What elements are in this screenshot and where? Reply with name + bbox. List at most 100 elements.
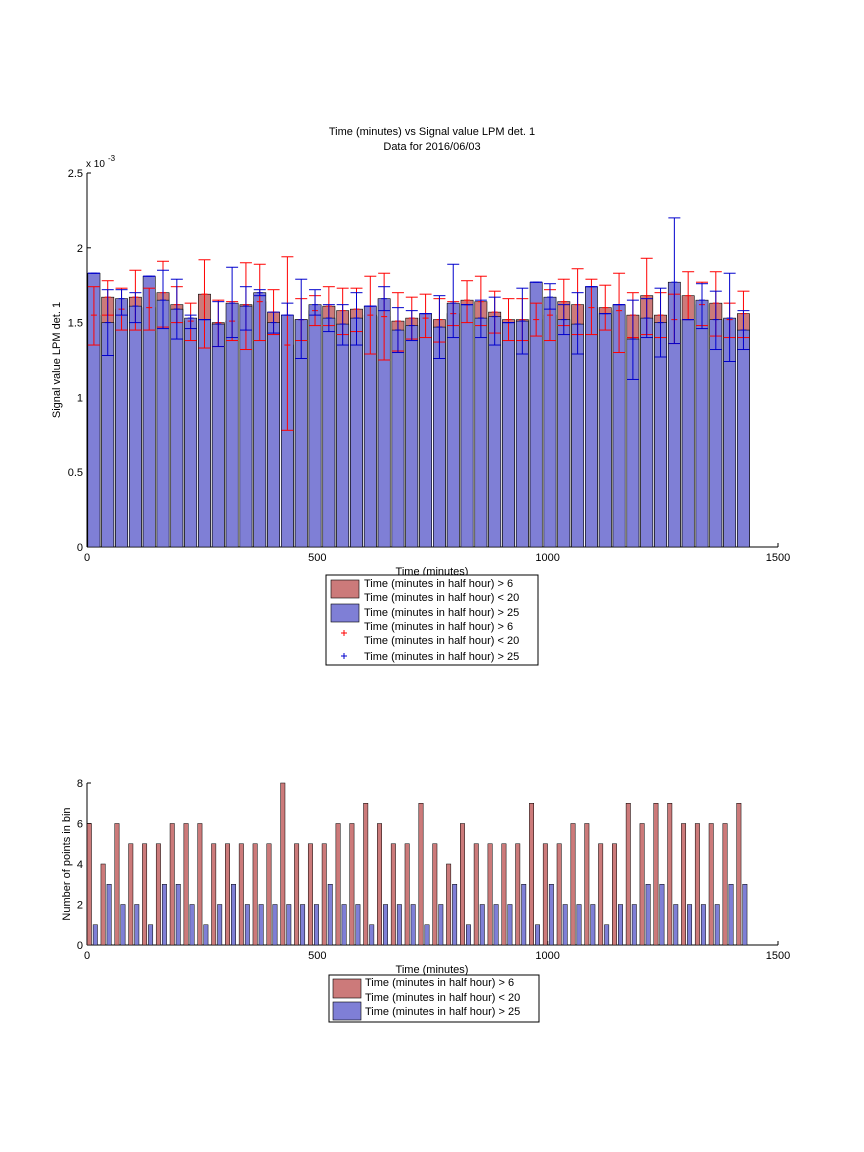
x-tick-label: 500 [308, 950, 326, 962]
y-tick-label: 6 [77, 819, 83, 831]
y-tick-label: 0 [77, 940, 83, 952]
count-bar-red [418, 803, 424, 946]
chart1-title: Time (minutes) vs Signal value LPM det. … [329, 126, 535, 138]
legend1-red-swatch [330, 579, 360, 599]
count-bar-blue [687, 904, 693, 946]
count-bar-blue [742, 884, 748, 946]
chart2-y-axis-label: Number of points in bin [61, 807, 73, 920]
legend2-red-line1: Time (minutes in half hour) > 6 [365, 977, 514, 989]
chart2-x-axis-label: Time (minutes) [396, 964, 469, 976]
bar-blue [198, 319, 211, 548]
legend1-blue-swatch [330, 603, 360, 623]
count-bar-blue [466, 924, 471, 946]
count-bar-blue [438, 904, 444, 946]
count-bar-blue [452, 884, 458, 946]
count-bar-blue [92, 924, 98, 946]
count-bar-blue [521, 884, 527, 946]
count-bar-red [612, 843, 617, 946]
count-bar-blue [148, 924, 154, 946]
bar-blue [737, 329, 750, 548]
count-bar-red [653, 803, 659, 946]
count-bar-red [349, 823, 355, 946]
count-bar-blue [576, 904, 582, 946]
count-bar-red [446, 863, 452, 946]
count-bar-red [708, 823, 714, 946]
bar-blue [336, 323, 350, 548]
count-bar-blue [673, 904, 679, 946]
count-bar-blue [134, 904, 140, 946]
bar-blue [115, 298, 128, 548]
count-bar-blue [396, 904, 402, 946]
bar-blue [308, 304, 322, 548]
count-bar-blue [507, 904, 513, 946]
count-bar-blue [327, 884, 333, 946]
bar-blue [557, 319, 571, 548]
x-tick-label: 0 [84, 950, 90, 962]
count-bar-blue [106, 884, 112, 946]
bar-blue [419, 313, 433, 548]
y-tick-label: 0.5 [68, 467, 83, 479]
count-bar-red [722, 823, 728, 946]
count-bar-blue [548, 884, 554, 946]
count-bar-red [501, 843, 507, 946]
count-bar-red [183, 823, 189, 946]
count-bar-red [736, 803, 742, 946]
count-bar-red [197, 823, 203, 946]
count-bar-blue [659, 884, 665, 946]
bar-blue [446, 302, 460, 548]
count-bar-blue [493, 904, 499, 946]
count-bar-red [473, 843, 479, 946]
count-bar-blue [120, 904, 126, 946]
count-bar-red [280, 782, 286, 946]
count-bar-blue [161, 884, 167, 946]
bar-blue [128, 305, 142, 548]
legend2-blue-line1: Time (minutes in half hour) > 25 [365, 1006, 520, 1018]
count-bar-blue [355, 904, 361, 946]
legend1-red-line2: Time (minutes in half hour) < 20 [364, 592, 519, 604]
count-bar-blue [231, 884, 236, 946]
count-bar-red [238, 843, 244, 946]
bar-blue [502, 322, 515, 548]
count-bar-blue [244, 904, 250, 946]
count-bar-red [211, 843, 217, 946]
count-bar-red [266, 843, 272, 946]
count-bar-blue [203, 924, 209, 946]
legend2-red-swatch [332, 978, 362, 999]
count-bar-red [529, 803, 534, 946]
y-tick-label: 4 [77, 859, 83, 871]
count-bar-red [681, 823, 687, 946]
count-bar-red [460, 823, 465, 946]
count-bar-blue [618, 904, 623, 946]
count-bar-blue [286, 904, 292, 946]
bar-blue [488, 316, 502, 548]
count-bar-red [667, 803, 673, 946]
y-tick-label: 8 [77, 778, 83, 790]
count-bar-red [639, 823, 645, 946]
legend1-blue-err-line1: Time (minutes in half hour) > 25 [364, 651, 519, 663]
legend1-blue-plus-marker [341, 653, 347, 659]
count-bar-red [542, 843, 548, 946]
bar-blue [267, 322, 280, 548]
count-bar-red [335, 823, 341, 946]
legend2-red-line2: Time (minutes in half hour) < 20 [365, 992, 520, 1004]
count-bar-blue [217, 904, 223, 946]
count-bar-blue [300, 904, 306, 946]
bar-blue [681, 319, 695, 548]
chart1-legend: Time (minutes in half hour) > 6 Time (mi… [325, 574, 539, 666]
count-bar-red [155, 843, 161, 946]
legend1-box [325, 574, 539, 666]
count-bar-blue [258, 904, 264, 946]
bar-blue [170, 308, 184, 548]
count-bar-blue [631, 904, 637, 946]
count-bar-red [570, 823, 576, 946]
count-bar-red [694, 823, 700, 946]
x-tick-label: 1000 [535, 950, 559, 962]
legend1-red-err-line2: Time (minutes in half hour) < 20 [364, 635, 519, 647]
x-tick-label: 0 [84, 552, 90, 564]
bar-blue [405, 325, 419, 548]
count-bar-blue [590, 904, 596, 946]
bar-blue [391, 329, 405, 548]
bar-blue [474, 317, 488, 548]
count-bar-blue [369, 924, 375, 946]
count-bar-blue [700, 904, 706, 946]
